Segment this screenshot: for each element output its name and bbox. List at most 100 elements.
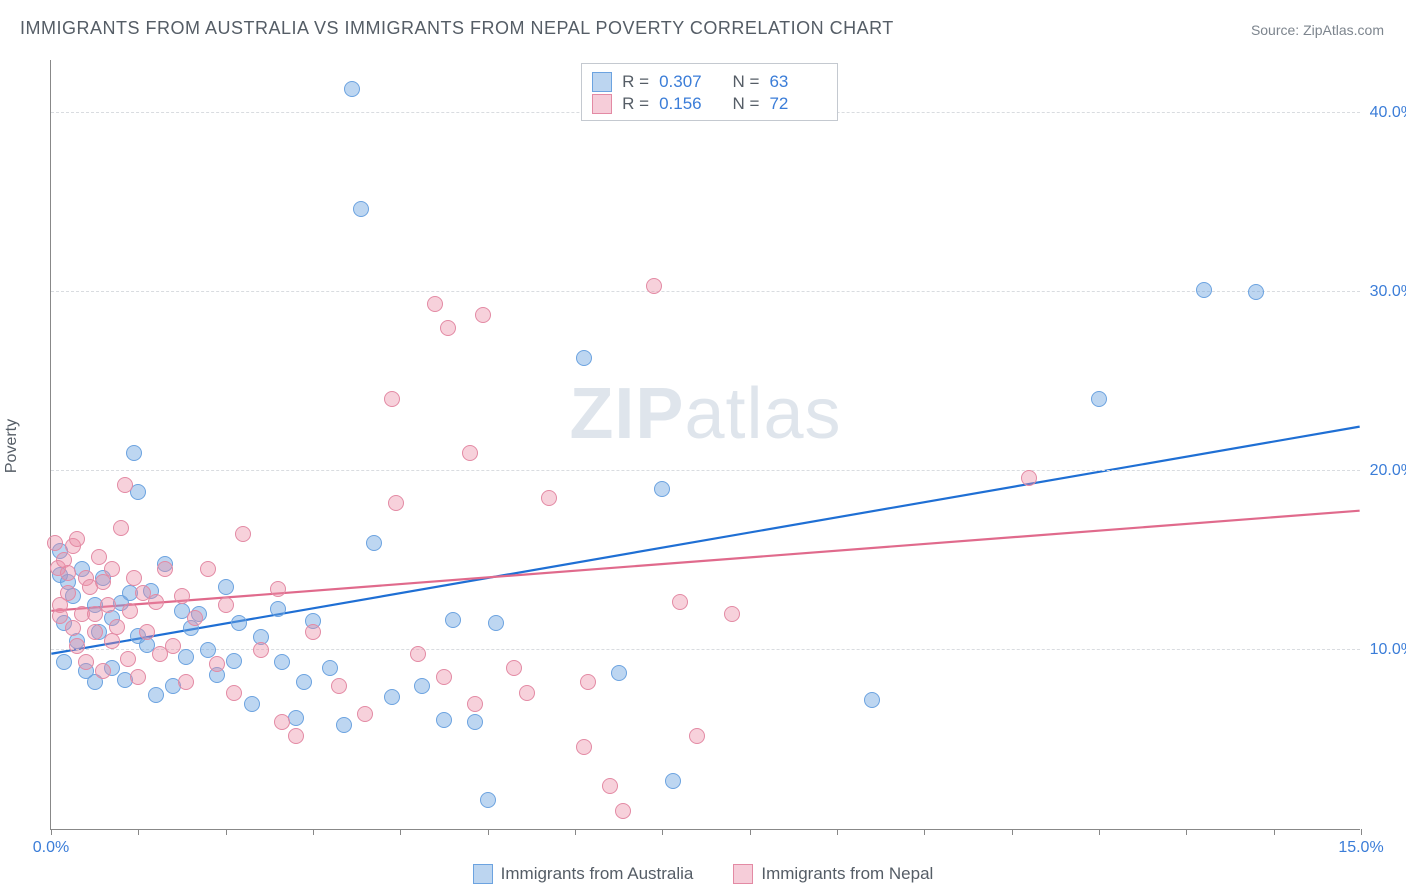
gridline [51, 470, 1360, 471]
data-point [270, 601, 286, 617]
data-point [78, 654, 94, 670]
data-point [69, 531, 85, 547]
x-tick [1274, 829, 1275, 835]
n-value: 63 [769, 72, 823, 92]
data-point [467, 696, 483, 712]
data-point [611, 665, 627, 681]
legend-item-australia: Immigrants from Australia [473, 864, 694, 884]
y-tick-label: 10.0% [1365, 641, 1406, 659]
data-point [148, 594, 164, 610]
data-point [541, 490, 557, 506]
x-tick [662, 829, 663, 835]
data-point [296, 674, 312, 690]
correlation-row: R = 0.307 N = 63 [592, 72, 823, 92]
x-tick [400, 829, 401, 835]
data-point [235, 526, 251, 542]
data-point [353, 201, 369, 217]
data-point [174, 588, 190, 604]
data-point [126, 445, 142, 461]
data-point [109, 619, 125, 635]
x-tick-label: 0.0% [33, 839, 69, 857]
data-point [126, 570, 142, 586]
x-tick [1186, 829, 1187, 835]
data-point [305, 624, 321, 640]
trend-line [51, 511, 1359, 611]
data-point [488, 615, 504, 631]
y-axis-title: Poverty [3, 419, 21, 473]
data-point [274, 714, 290, 730]
x-tick [1012, 829, 1013, 835]
data-point [580, 674, 596, 690]
scatter-plot: ZIPatlas 10.0%20.0%30.0%40.0%0.0%15.0%R … [50, 60, 1360, 830]
data-point [274, 654, 290, 670]
source-attribution: Source: ZipAtlas.com [1251, 22, 1384, 38]
x-tick [51, 829, 52, 835]
legend-item-nepal: Immigrants from Nepal [733, 864, 933, 884]
legend-label-australia: Immigrants from Australia [501, 864, 694, 884]
data-point [576, 350, 592, 366]
y-tick-label: 30.0% [1365, 283, 1406, 301]
data-point [384, 391, 400, 407]
data-point [689, 728, 705, 744]
data-point [344, 81, 360, 97]
data-point [87, 624, 103, 640]
r-label: R = [622, 94, 649, 114]
n-label: N = [723, 94, 759, 114]
data-point [218, 597, 234, 613]
data-point [104, 561, 120, 577]
data-point [384, 689, 400, 705]
data-point [200, 642, 216, 658]
data-point [665, 773, 681, 789]
correlation-row: R = 0.156 N = 72 [592, 94, 823, 114]
data-point [615, 803, 631, 819]
y-tick-label: 20.0% [1365, 462, 1406, 480]
data-point [47, 535, 63, 551]
data-point [1248, 284, 1264, 300]
data-point [427, 296, 443, 312]
data-point [672, 594, 688, 610]
data-point [475, 307, 491, 323]
legend-swatch-nepal [733, 864, 753, 884]
source-link[interactable]: ZipAtlas.com [1303, 22, 1384, 38]
data-point [445, 612, 461, 628]
data-point [480, 792, 496, 808]
data-point [322, 660, 338, 676]
data-point [218, 579, 234, 595]
data-point [56, 654, 72, 670]
x-tick [138, 829, 139, 835]
data-point [226, 685, 242, 701]
trend-lines [51, 60, 1360, 829]
data-point [436, 669, 452, 685]
r-label: R = [622, 72, 649, 92]
data-point [467, 714, 483, 730]
x-tick-label: 15.0% [1338, 839, 1383, 857]
n-label: N = [723, 72, 759, 92]
data-point [462, 445, 478, 461]
x-tick [226, 829, 227, 835]
x-tick [1099, 829, 1100, 835]
data-point [60, 565, 76, 581]
data-point [253, 642, 269, 658]
data-point [69, 638, 85, 654]
x-tick [313, 829, 314, 835]
data-point [117, 477, 133, 493]
data-point [200, 561, 216, 577]
data-point [1196, 282, 1212, 298]
data-point [100, 597, 116, 613]
data-point [724, 606, 740, 622]
x-tick [750, 829, 751, 835]
data-point [270, 581, 286, 597]
data-point [366, 535, 382, 551]
x-tick [837, 829, 838, 835]
data-point [410, 646, 426, 662]
data-point [602, 778, 618, 794]
source-label: Source: [1251, 22, 1303, 38]
data-point [519, 685, 535, 701]
series-legend: Immigrants from Australia Immigrants fro… [0, 864, 1406, 884]
data-point [654, 481, 670, 497]
data-point [414, 678, 430, 694]
data-point [331, 678, 347, 694]
data-point [178, 649, 194, 665]
data-point [178, 674, 194, 690]
x-tick [575, 829, 576, 835]
